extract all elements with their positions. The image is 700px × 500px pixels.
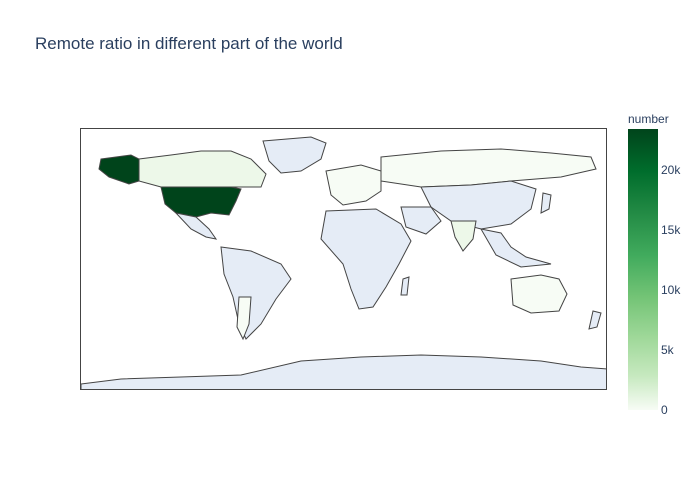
colorbar-tick: 20k	[661, 163, 681, 177]
country-new-zealand[interactable]	[588, 310, 602, 330]
colorbar	[628, 129, 658, 410]
country-europe[interactable]	[325, 164, 382, 206]
country-antarctica[interactable]	[81, 354, 607, 390]
country-russia[interactable]	[380, 148, 597, 188]
country-india[interactable]	[450, 220, 477, 252]
world-map[interactable]	[80, 128, 607, 390]
colorbar-title: number	[628, 112, 669, 126]
country-madagascar[interactable]	[400, 276, 410, 296]
country-japan[interactable]	[540, 192, 552, 214]
country-alaska[interactable]	[98, 154, 140, 185]
country-canada[interactable]	[138, 150, 267, 188]
colorbar-tick: 15k	[661, 223, 681, 237]
country-south-america[interactable]	[220, 246, 292, 340]
colorbar-tick: 0	[661, 403, 668, 417]
country-mexico[interactable]	[174, 212, 218, 240]
country-middle-east[interactable]	[400, 206, 442, 235]
country-southeast-asia[interactable]	[480, 228, 552, 268]
country-australia[interactable]	[510, 274, 568, 314]
country-usa[interactable]	[160, 186, 242, 218]
country-china[interactable]	[420, 180, 537, 230]
country-argentina[interactable]	[236, 296, 252, 341]
map-canvas[interactable]	[81, 129, 607, 390]
colorbar-tick: 10k	[661, 283, 681, 297]
country-africa[interactable]	[320, 208, 412, 310]
country-greenland[interactable]	[262, 136, 327, 174]
colorbar-tick: 5k	[661, 343, 674, 357]
map-title: Remote ratio in different part of the wo…	[35, 34, 343, 53]
